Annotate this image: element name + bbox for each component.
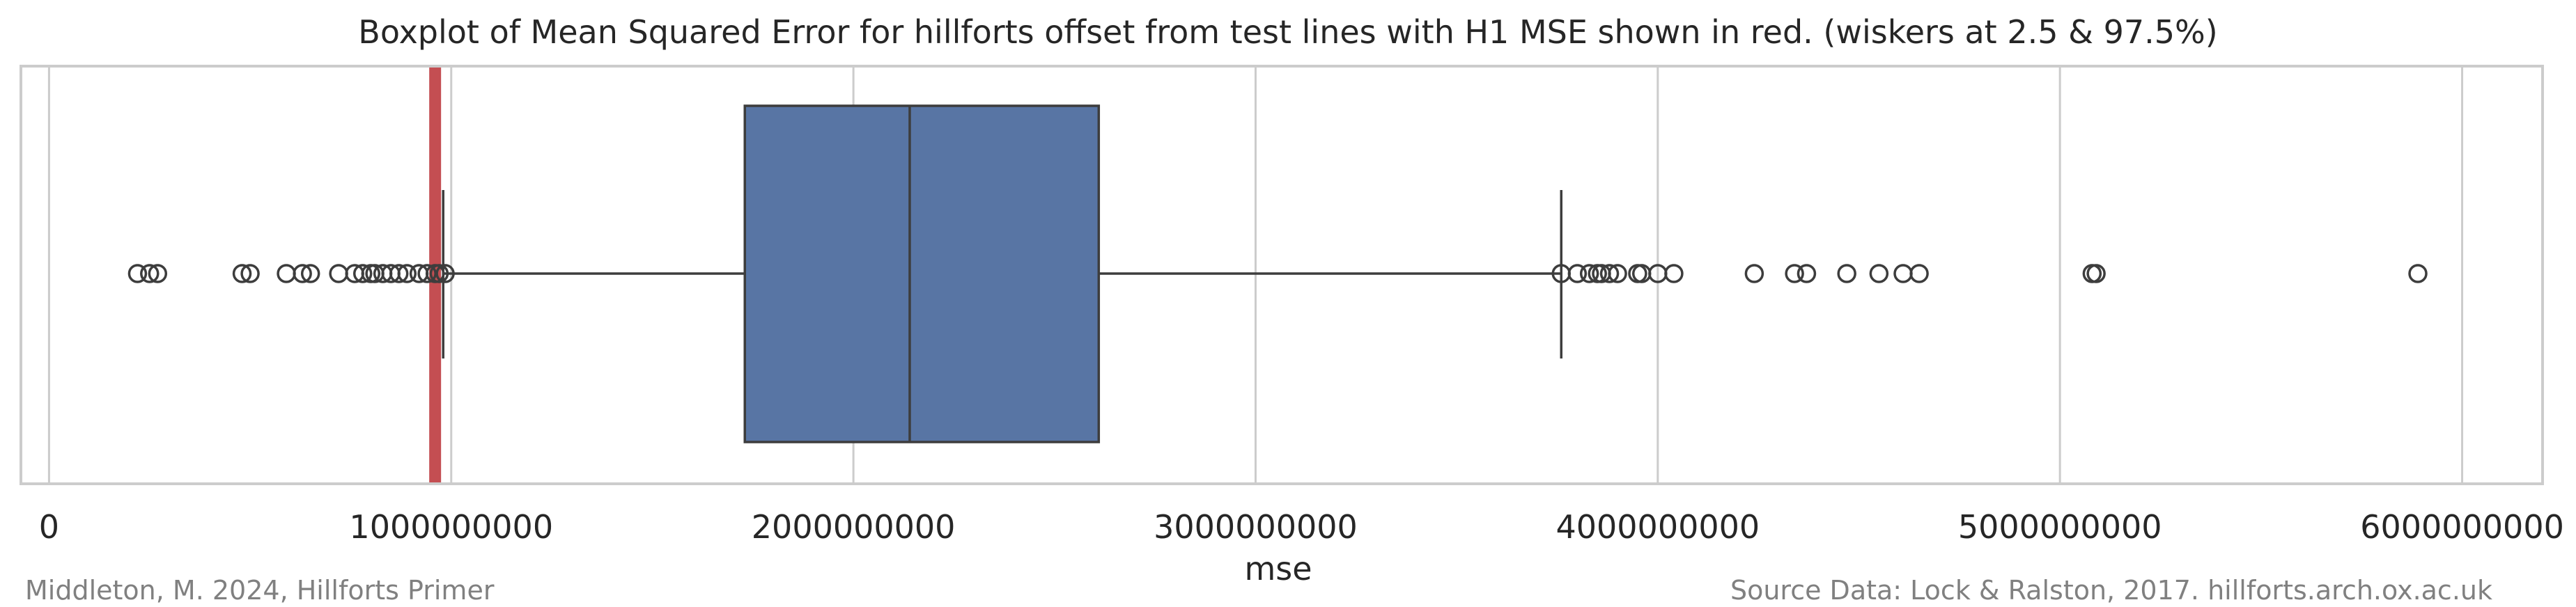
outlier-point [329,264,348,283]
x-axis-label: mse [1244,550,1312,588]
outlier-point [1628,264,1647,283]
outlier-layer [127,264,2428,283]
outlier-point [148,264,168,283]
outlier-point [232,264,252,283]
outlier-point [435,264,455,283]
outlier-point [1579,264,1599,283]
outlier-point [1909,264,1929,283]
outlier-point [277,264,296,283]
outlier-point [389,264,409,283]
outlier-point [300,264,320,283]
outlier-point [1744,264,1764,283]
footer-credit: Middleton, M. 2024, Hillforts Primer [25,575,495,606]
outlier-point [1664,264,1684,283]
outlier-point [293,264,312,283]
x-tick-labels: 0 1000000000 2000000000 3000000000 400000000… [39,508,2564,546]
outlier-point [429,264,449,283]
outlier-point [417,264,437,283]
outlier-point [1893,264,1913,283]
outlier-point [1797,264,1817,283]
outlier-point [1567,264,1588,283]
outlier-point [240,264,260,283]
box-layer [442,104,1563,443]
outlier-point [352,264,373,283]
outlier-point [1631,264,1652,283]
outlier-point [1608,264,1627,283]
x-tick-label: 2000000000 [752,508,956,546]
x-tick-label: 0 [39,508,59,546]
outlier-point [2086,264,2106,283]
outlier-point [1785,264,1804,283]
chart-title: Boxplot of Mean Squared Error for hillfo… [358,13,2217,51]
plot-frame [20,65,2544,485]
outlier-point [140,264,160,283]
x-tick-label: 1000000000 [349,508,553,546]
outlier-point [1837,264,1856,283]
outlier-point [127,264,148,283]
footer-source: Source Data: Lock & Ralston, 2017. hillf… [1730,575,2492,606]
x-tick-label: 4000000000 [1555,508,1760,546]
x-tick-label: 5000000000 [1958,508,2162,546]
iqr-box [743,104,1101,443]
outlier-point [1869,264,1889,283]
outlier-point [397,264,417,283]
x-tick-label: 3000000000 [1154,508,1358,546]
outlier-point [1599,264,1620,283]
x-tick-label: 6000000000 [2360,508,2564,546]
outlier-point [2408,264,2428,283]
outlier-point [2082,264,2102,283]
